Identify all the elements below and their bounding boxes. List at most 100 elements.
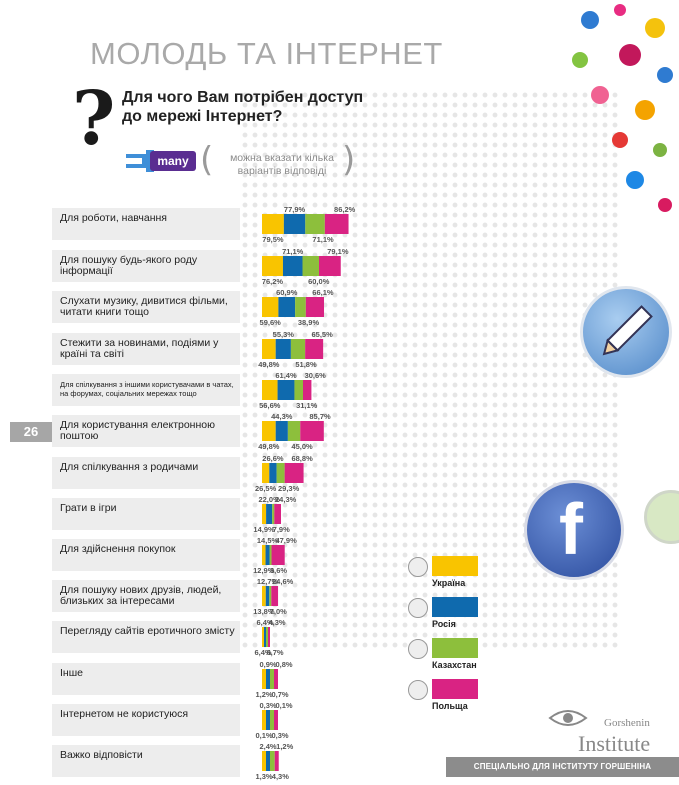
pencil-glyph <box>602 305 653 356</box>
bar-value-label: 85,7% <box>309 412 331 421</box>
category-label: Для користування електронною поштою <box>60 419 215 442</box>
bar-value-label: 4,3% <box>268 618 285 627</box>
label-background <box>52 745 240 777</box>
bar-segment <box>265 586 270 606</box>
bar-value-label: 14,5% <box>257 536 279 545</box>
bar-segment <box>262 504 267 524</box>
category-label: Для роботи, навчання <box>60 212 167 224</box>
footer-banner: СПЕЦІАЛЬНО ДЛЯ ІНСТИТУТУ ГОРШЕНІНА <box>446 757 679 777</box>
bar-value-label: 38,9% <box>298 318 320 327</box>
bar-segment <box>262 586 266 606</box>
bar-segment <box>270 710 274 730</box>
bar-value-label: 68,8% <box>291 454 313 463</box>
bar-segment <box>262 380 278 400</box>
bar-value-label: 31,1% <box>296 401 318 410</box>
bar-segment <box>305 214 325 234</box>
bar-segment <box>262 463 270 483</box>
bar-segment <box>275 339 291 359</box>
bar-segment <box>277 380 295 400</box>
legend-label: Україна <box>432 578 466 588</box>
category-label: Інше <box>60 667 83 679</box>
category-label: Для здійснення покупок <box>60 543 176 555</box>
bar-segment <box>262 669 266 689</box>
bar-value-label: 24,6% <box>272 577 294 586</box>
bar-value-label: 56,6% <box>259 401 281 410</box>
bar-value-label: 77,9% <box>284 205 306 214</box>
legend-label: Росія <box>432 619 456 629</box>
legend-swatch <box>432 679 478 699</box>
bar-segment <box>268 627 270 647</box>
coat-of-arms-icon <box>408 598 428 618</box>
coat-of-arms-icon <box>408 680 428 700</box>
bar-segment <box>276 463 285 483</box>
bar-value-label: 60,0% <box>308 277 330 286</box>
label-background <box>52 663 240 695</box>
bar-segment <box>264 627 266 647</box>
bar-value-label: 2,4% <box>259 742 276 751</box>
bar-segment <box>270 751 275 771</box>
bar-value-label: 26,5% <box>255 484 277 493</box>
bar-value-label: 0,1% <box>275 701 292 710</box>
survey-question: Для чого Вам потрібен доступ до мережі І… <box>122 89 364 125</box>
bar-value-label: 6,4% <box>256 618 273 627</box>
pencil-icon <box>580 286 672 378</box>
legend-swatch <box>432 597 478 617</box>
bar-value-label: 47,9% <box>275 536 297 545</box>
bar-value-label: 79,1% <box>327 247 349 256</box>
page-title: МОЛОДЬ ТА ІНТЕРНЕТ <box>90 36 443 71</box>
bar-segment <box>262 421 276 441</box>
label-background <box>52 250 240 282</box>
label-background <box>52 539 240 571</box>
bar-value-label: 45,0% <box>291 442 313 451</box>
label-background <box>52 208 240 240</box>
bar-segment <box>262 214 284 234</box>
category-label: Інтернетом не користуюся <box>60 708 189 720</box>
bar-segment <box>295 297 306 317</box>
bar-value-label: 71,1% <box>282 247 304 256</box>
category-label: Для спілкування з іншими користувачами в… <box>60 380 234 398</box>
bar-value-label: 1,2% <box>276 742 293 751</box>
bar-segment <box>283 214 306 234</box>
close-paren: ) <box>342 140 356 180</box>
bar-value-label: 76,2% <box>262 277 284 286</box>
eye-logo-icon <box>548 710 588 726</box>
legend-swatch <box>432 556 478 576</box>
multiple-answers-note: можна вказати кілька варіантів відповіді <box>230 152 334 177</box>
coat-of-arms-icon <box>408 639 428 659</box>
bar-value-label: 1,3% <box>255 772 272 781</box>
bar-value-label: 0,3% <box>271 731 288 740</box>
bar-value-label: 61,4% <box>275 371 297 380</box>
bar-value-label: 3,6% <box>270 566 287 575</box>
bar-segment <box>272 504 275 524</box>
bar-value-label: 7,0% <box>270 607 287 616</box>
bar-value-label: 6,4% <box>254 648 271 657</box>
bar-segment <box>266 627 268 647</box>
category-label: Важко відповісти <box>60 749 143 761</box>
category-label: Для пошуку будь-якого роду інформації <box>60 254 198 277</box>
bar-segment <box>266 669 270 689</box>
label-background <box>52 291 240 323</box>
bar-segment <box>271 545 285 565</box>
bar-segment <box>269 586 272 606</box>
question-mark-icon: ? <box>72 76 116 162</box>
label-background <box>52 621 240 653</box>
bar-segment <box>266 751 270 771</box>
bar-value-label: 0,1% <box>255 731 272 740</box>
label-background <box>52 457 240 489</box>
legend-swatch <box>432 638 478 658</box>
bar-segment <box>302 256 320 276</box>
many-answers-badge: many <box>150 151 196 171</box>
bar-value-label: 24,3% <box>275 495 297 504</box>
bar-segment <box>266 504 273 524</box>
bar-segment <box>262 297 279 317</box>
facebook-icon: f <box>524 480 624 580</box>
bar-segment <box>305 297 325 317</box>
logo-institute: Institute <box>578 731 651 756</box>
bar-segment <box>262 627 264 647</box>
category-label: Перегляду сайтів еротичного змісту <box>60 625 235 637</box>
category-label: Грати в ігри <box>60 502 117 514</box>
bar-value-label: 0,9% <box>259 660 276 669</box>
bar-value-label: 26,6% <box>262 454 284 463</box>
